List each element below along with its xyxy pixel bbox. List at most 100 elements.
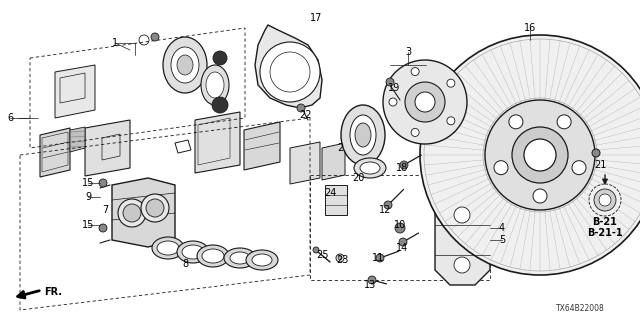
Ellipse shape bbox=[177, 55, 193, 75]
Ellipse shape bbox=[341, 105, 385, 165]
Circle shape bbox=[123, 204, 141, 222]
Ellipse shape bbox=[171, 47, 199, 83]
Ellipse shape bbox=[246, 250, 278, 270]
Ellipse shape bbox=[197, 245, 229, 267]
Text: FR.: FR. bbox=[44, 287, 62, 297]
Text: 15: 15 bbox=[82, 220, 94, 230]
Ellipse shape bbox=[354, 158, 386, 178]
Circle shape bbox=[338, 256, 342, 260]
Circle shape bbox=[146, 199, 164, 217]
Text: 24: 24 bbox=[324, 188, 336, 198]
Circle shape bbox=[447, 79, 455, 87]
Circle shape bbox=[389, 98, 397, 106]
Text: 11: 11 bbox=[372, 253, 384, 263]
Circle shape bbox=[599, 194, 611, 206]
Polygon shape bbox=[195, 112, 240, 173]
Text: TX64B22008: TX64B22008 bbox=[556, 304, 604, 313]
Bar bbox=[325, 185, 347, 215]
Circle shape bbox=[494, 161, 508, 175]
Text: 13: 13 bbox=[364, 280, 376, 290]
Circle shape bbox=[386, 78, 394, 86]
Ellipse shape bbox=[177, 241, 209, 263]
Ellipse shape bbox=[350, 115, 376, 155]
Ellipse shape bbox=[157, 241, 179, 255]
Text: 10: 10 bbox=[394, 220, 406, 230]
Text: 21: 21 bbox=[594, 160, 606, 170]
Text: 7: 7 bbox=[102, 205, 108, 215]
Circle shape bbox=[405, 82, 445, 122]
Ellipse shape bbox=[206, 72, 224, 98]
Circle shape bbox=[524, 139, 556, 171]
Circle shape bbox=[384, 201, 392, 209]
Text: 5: 5 bbox=[499, 235, 505, 245]
Circle shape bbox=[400, 161, 408, 169]
Circle shape bbox=[454, 257, 470, 273]
Text: 15: 15 bbox=[82, 178, 94, 188]
Circle shape bbox=[368, 276, 376, 284]
Text: 17: 17 bbox=[310, 13, 322, 23]
Polygon shape bbox=[435, 195, 490, 285]
Circle shape bbox=[509, 115, 523, 129]
Circle shape bbox=[415, 92, 435, 112]
Text: 3: 3 bbox=[405, 47, 411, 57]
Ellipse shape bbox=[355, 123, 371, 147]
Text: 18: 18 bbox=[396, 163, 408, 173]
Circle shape bbox=[99, 179, 107, 187]
Text: 12: 12 bbox=[379, 205, 391, 215]
Circle shape bbox=[260, 42, 320, 102]
Polygon shape bbox=[255, 25, 322, 108]
Circle shape bbox=[572, 161, 586, 175]
Circle shape bbox=[141, 194, 169, 222]
Ellipse shape bbox=[152, 237, 184, 259]
Circle shape bbox=[313, 247, 319, 253]
Text: 23: 23 bbox=[336, 255, 348, 265]
Circle shape bbox=[399, 238, 407, 246]
Circle shape bbox=[447, 117, 455, 125]
Circle shape bbox=[376, 254, 384, 262]
Polygon shape bbox=[112, 178, 175, 247]
Circle shape bbox=[512, 127, 568, 183]
Circle shape bbox=[454, 207, 470, 223]
Circle shape bbox=[589, 184, 621, 216]
Text: 4: 4 bbox=[499, 223, 505, 233]
Polygon shape bbox=[85, 120, 130, 176]
Text: 22: 22 bbox=[299, 110, 311, 120]
Ellipse shape bbox=[163, 37, 207, 93]
Circle shape bbox=[557, 115, 571, 129]
Text: 20: 20 bbox=[352, 173, 364, 183]
Ellipse shape bbox=[201, 65, 229, 105]
Ellipse shape bbox=[224, 248, 256, 268]
Text: 14: 14 bbox=[396, 243, 408, 253]
Circle shape bbox=[395, 223, 405, 233]
Circle shape bbox=[383, 60, 467, 144]
Circle shape bbox=[594, 189, 616, 211]
Text: 6: 6 bbox=[7, 113, 13, 123]
Ellipse shape bbox=[252, 254, 272, 266]
Ellipse shape bbox=[182, 245, 204, 259]
Text: 9: 9 bbox=[85, 192, 91, 202]
Text: 25: 25 bbox=[316, 250, 328, 260]
Circle shape bbox=[297, 104, 305, 112]
Circle shape bbox=[151, 33, 159, 41]
Circle shape bbox=[592, 149, 600, 157]
Circle shape bbox=[411, 128, 419, 136]
Text: 16: 16 bbox=[524, 23, 536, 33]
Polygon shape bbox=[244, 122, 280, 170]
Text: 1: 1 bbox=[112, 38, 118, 48]
Ellipse shape bbox=[360, 162, 380, 174]
Text: B-21-1: B-21-1 bbox=[587, 228, 623, 238]
Ellipse shape bbox=[230, 252, 250, 264]
Polygon shape bbox=[70, 127, 85, 152]
Circle shape bbox=[212, 97, 228, 113]
Polygon shape bbox=[290, 142, 320, 184]
Circle shape bbox=[213, 51, 227, 65]
Text: 8: 8 bbox=[182, 259, 188, 269]
Circle shape bbox=[533, 189, 547, 203]
Circle shape bbox=[118, 199, 146, 227]
Text: 2: 2 bbox=[337, 143, 343, 153]
Polygon shape bbox=[322, 143, 345, 180]
Polygon shape bbox=[55, 65, 95, 118]
Polygon shape bbox=[40, 128, 70, 177]
Circle shape bbox=[411, 68, 419, 76]
Circle shape bbox=[485, 100, 595, 210]
